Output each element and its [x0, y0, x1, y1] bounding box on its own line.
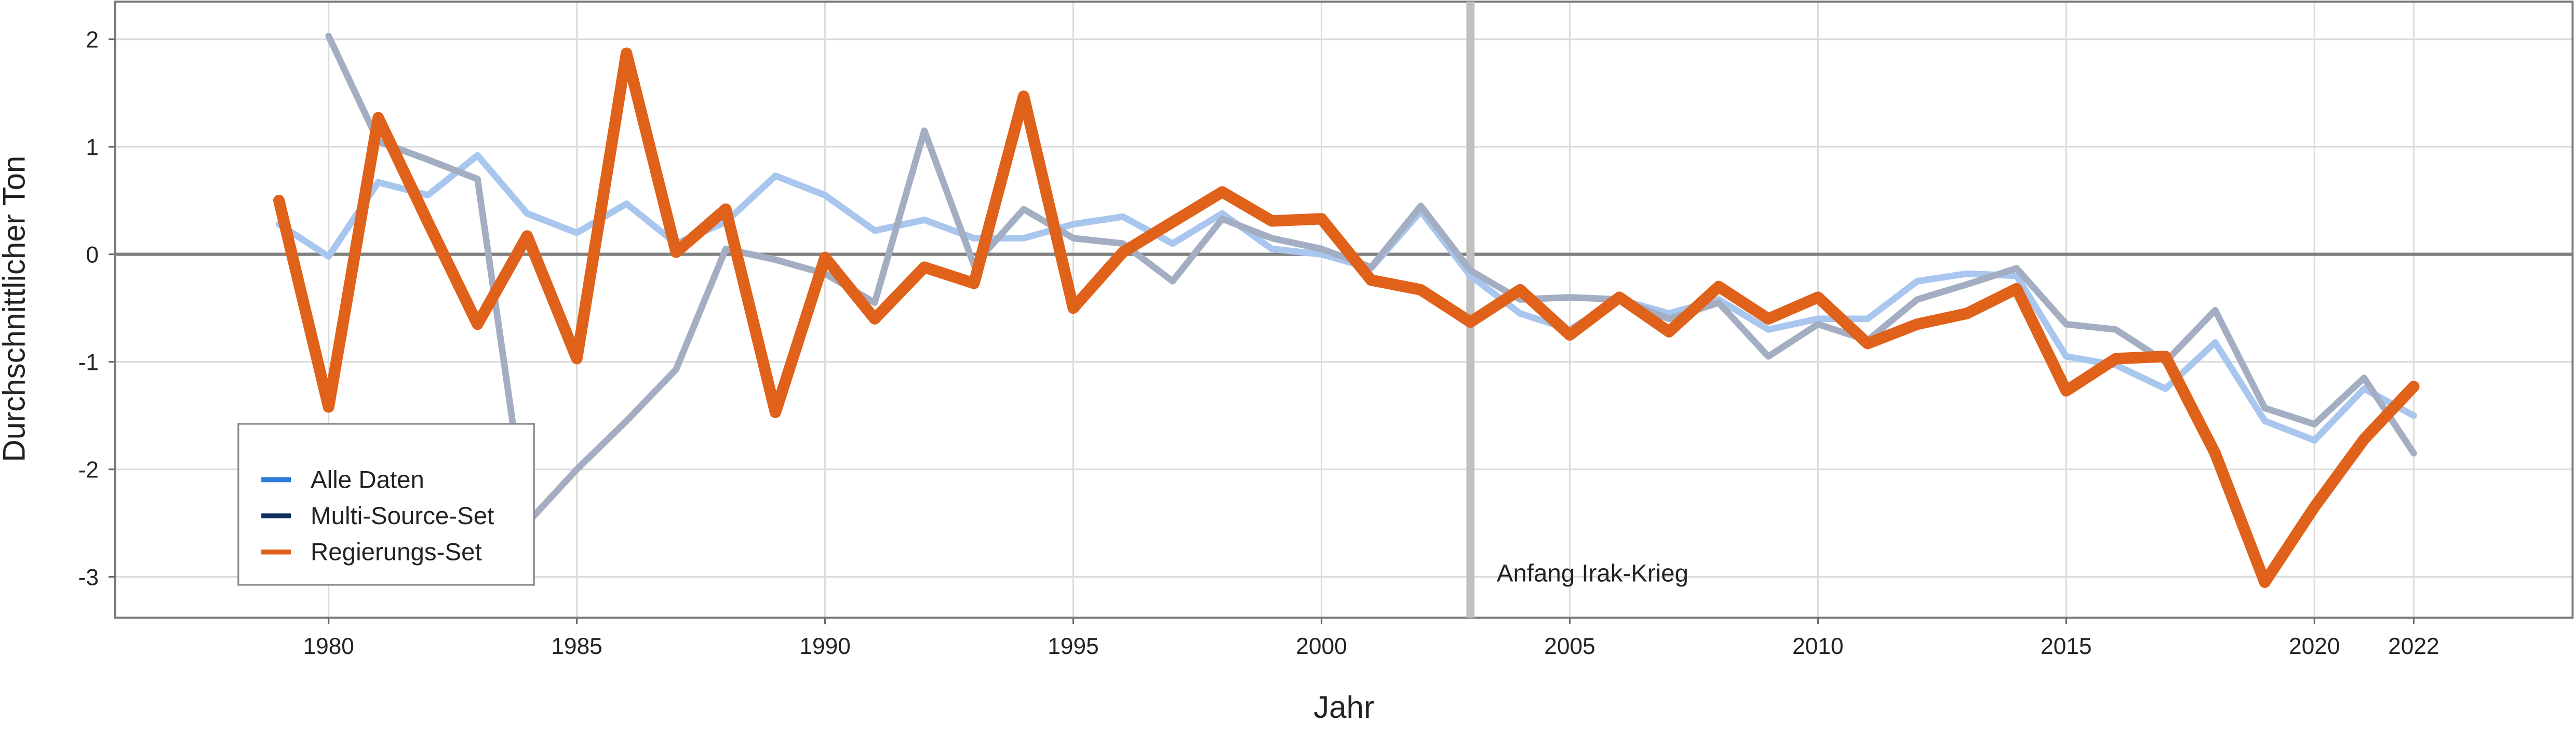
x-tick-label: 2022 [2388, 634, 2439, 659]
x-tick-label: 2015 [2041, 634, 2091, 659]
y-tick-label: 1 [86, 135, 99, 160]
series-line [325, 33, 2417, 527]
x-tick-label: 1995 [1048, 634, 1098, 659]
plot-border [114, 1, 2574, 619]
x-tick-label: 1980 [303, 634, 354, 659]
y-tick-label: -1 [78, 350, 99, 375]
x-tick-label: 2000 [1296, 634, 1347, 659]
legend-label: Regierungs-Set [311, 539, 482, 566]
legend-label: Multi-Source-Set [311, 502, 494, 530]
y-tick-label: -2 [78, 457, 99, 483]
legend-box [237, 423, 535, 586]
y-tick-label: -3 [78, 565, 99, 590]
x-tick-label: 2010 [1792, 634, 1843, 659]
x-tick-label: 2020 [2289, 634, 2340, 659]
series-line [273, 47, 2420, 588]
x-axis-title: Jahr [1313, 690, 1374, 725]
y-axis-title: Durchschnittlicher Ton [0, 156, 32, 462]
x-tick-label: 1990 [799, 634, 850, 659]
x-tick-label: 1985 [551, 634, 602, 659]
annotation: Anfang Irak-Krieg [1497, 560, 1688, 587]
x-tick-label: 2005 [1544, 634, 1595, 659]
y-tick-label: 2 [86, 27, 99, 52]
legend-label: Alle Daten [311, 466, 424, 493]
y-tick-label: 0 [86, 242, 99, 267]
